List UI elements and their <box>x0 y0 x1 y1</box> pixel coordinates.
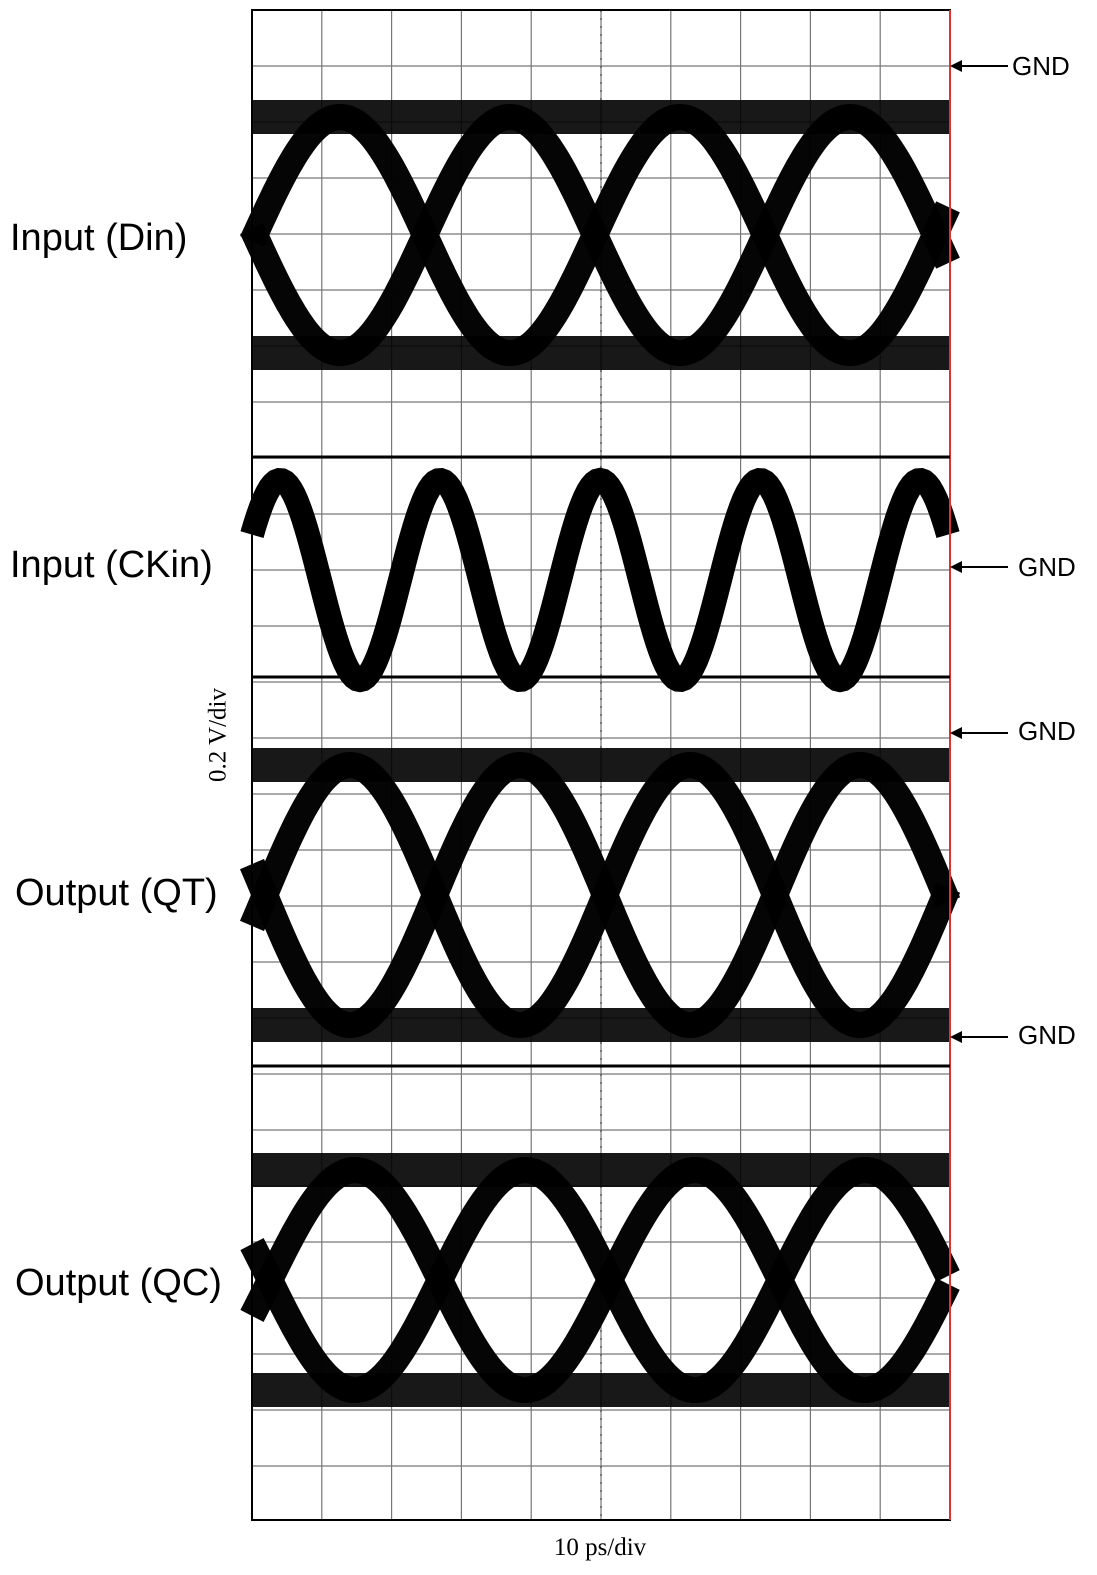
trace-label: Input (CKin) <box>10 544 213 586</box>
y-axis-label: 0.2 V/div <box>205 688 232 782</box>
gnd-label: GND <box>1018 1020 1076 1050</box>
figure: Input (Din) Input (CKin) Output (QT) Out… <box>0 0 1097 1575</box>
trace-label: Output (QC) <box>15 1262 222 1304</box>
trace-label: Output (QT) <box>15 872 218 914</box>
gnd-label: GND <box>1018 552 1076 582</box>
x-axis-label: 10 ps/div <box>554 1534 647 1561</box>
gnd-label: GND <box>1018 716 1076 746</box>
gnd-label: GND <box>1012 51 1070 81</box>
trace-label: Input (Din) <box>10 217 187 259</box>
